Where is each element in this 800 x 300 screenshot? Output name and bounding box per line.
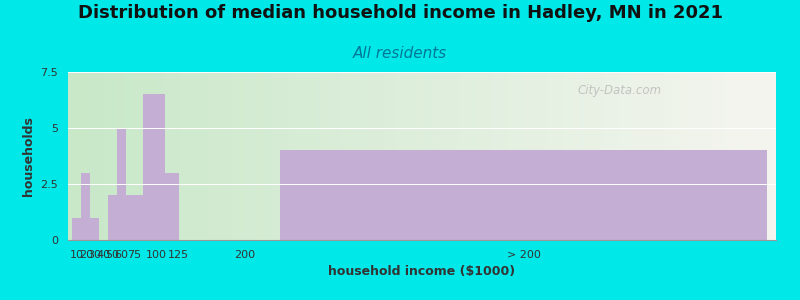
Bar — [82, 173, 90, 240]
Bar — [90, 218, 99, 240]
X-axis label: household income ($1000): household income ($1000) — [329, 265, 515, 278]
Bar — [117, 128, 126, 240]
Text: Distribution of median household income in Hadley, MN in 2021: Distribution of median household income … — [78, 4, 722, 22]
Y-axis label: households: households — [22, 116, 35, 196]
Bar — [73, 218, 82, 240]
Bar — [126, 195, 143, 240]
Bar — [166, 173, 178, 240]
Bar — [143, 94, 166, 240]
Bar — [280, 150, 767, 240]
Bar — [108, 195, 117, 240]
Text: All residents: All residents — [353, 46, 447, 62]
Text: City-Data.com: City-Data.com — [578, 84, 662, 97]
